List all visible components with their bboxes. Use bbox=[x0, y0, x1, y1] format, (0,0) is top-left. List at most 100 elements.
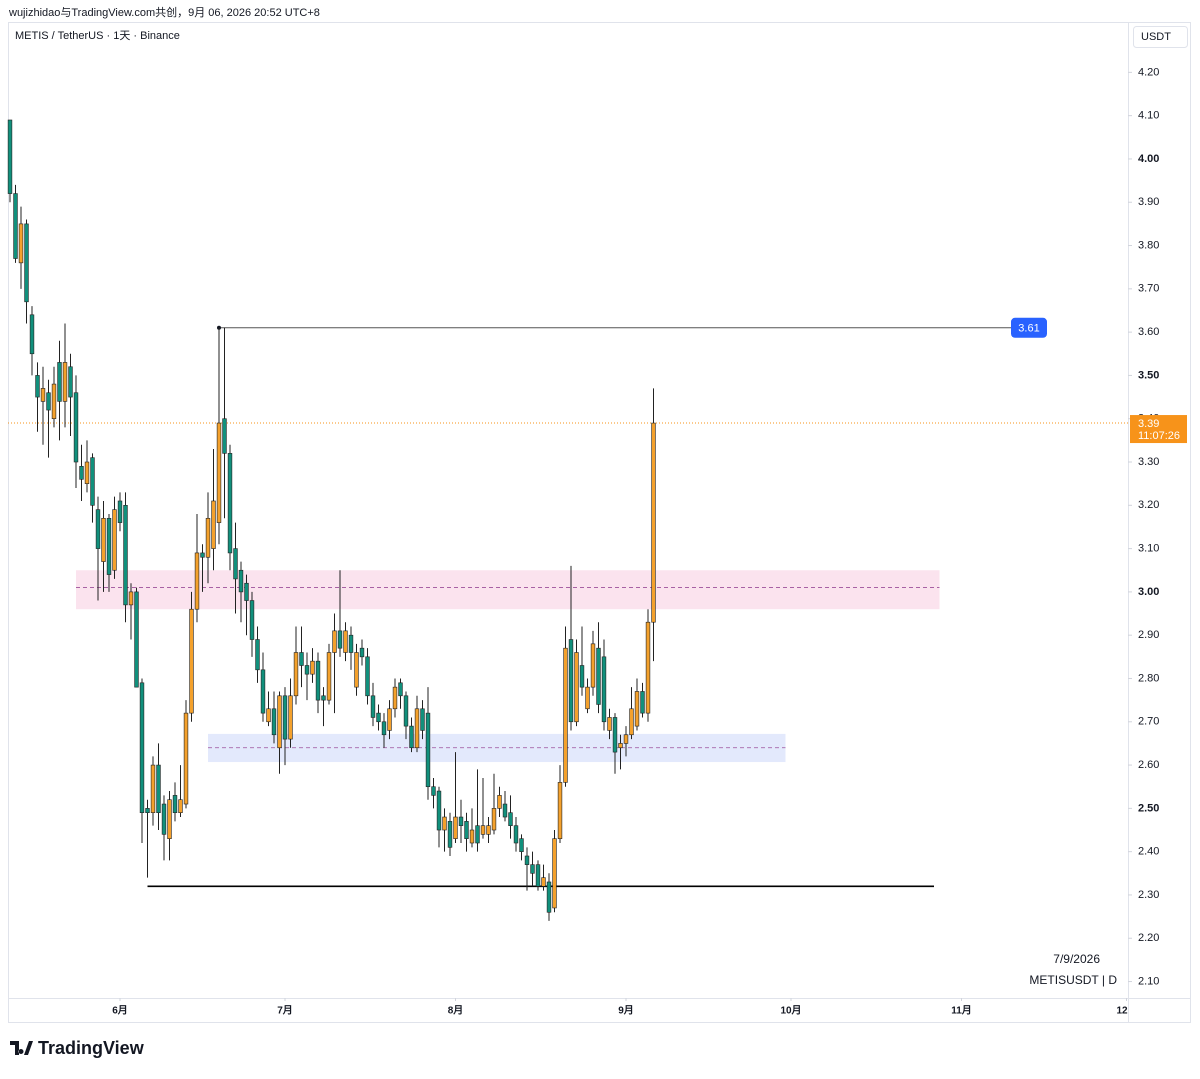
candle-body bbox=[623, 734, 629, 744]
y-tick-label: 3.60 bbox=[1138, 326, 1159, 338]
candle-body bbox=[260, 669, 266, 714]
candle-body bbox=[95, 509, 101, 549]
countdown-label: 11:07:26 bbox=[1138, 430, 1180, 442]
candle-body bbox=[293, 652, 299, 697]
candle-body bbox=[321, 695, 326, 701]
x-tick-label: 7月 bbox=[277, 1005, 293, 1017]
logo-text: TradingView bbox=[38, 1038, 145, 1058]
candle-body bbox=[403, 695, 409, 727]
candle-body bbox=[414, 708, 420, 749]
candle-body bbox=[387, 708, 392, 731]
candle-body bbox=[288, 695, 293, 740]
candle-body bbox=[601, 656, 607, 723]
price-level-badge bbox=[1011, 317, 1047, 338]
chart-frame bbox=[8, 22, 1191, 1023]
candle-body bbox=[563, 647, 568, 783]
y-tick-label: 2.50 bbox=[1138, 802, 1159, 814]
candle-body bbox=[343, 630, 348, 653]
candle-body bbox=[381, 721, 387, 736]
candle-body bbox=[645, 621, 651, 714]
date-stamp: 7/9/2026 bbox=[1053, 952, 1100, 966]
candle-body bbox=[178, 799, 183, 813]
candle-body bbox=[24, 223, 29, 303]
y-tick-label: 3.00 bbox=[1138, 586, 1159, 598]
candle-body bbox=[557, 782, 563, 839]
candle-body bbox=[244, 582, 249, 601]
x-tick-label: 10月 bbox=[780, 1005, 801, 1017]
candle-body bbox=[57, 362, 62, 402]
unit-label: USDT bbox=[1141, 31, 1171, 43]
candle-body bbox=[282, 695, 288, 740]
candle-body bbox=[365, 656, 370, 697]
symbol-title: METIS / TetherUS · 1天 · Binance bbox=[15, 30, 180, 42]
candle-body bbox=[651, 422, 656, 623]
x-tick-label: 9月 bbox=[618, 1005, 634, 1017]
candle-body bbox=[552, 838, 557, 909]
candle-body bbox=[73, 392, 79, 463]
candle-body bbox=[431, 786, 436, 796]
candle-body bbox=[590, 643, 596, 688]
zone bbox=[76, 570, 940, 610]
y-tick-label: 2.90 bbox=[1138, 629, 1159, 641]
price-level-label: 3.61 bbox=[1018, 323, 1039, 335]
candle-body bbox=[62, 362, 68, 402]
candle-body bbox=[585, 686, 590, 710]
candle-body bbox=[519, 838, 524, 852]
y-tick-label: 4.20 bbox=[1138, 66, 1159, 78]
candle-body bbox=[425, 712, 431, 788]
candle-body bbox=[211, 500, 216, 549]
candle-body bbox=[222, 418, 227, 454]
candle-body bbox=[233, 548, 238, 580]
candle-body bbox=[469, 829, 475, 844]
candle-body bbox=[491, 808, 497, 831]
candle-body bbox=[167, 799, 172, 839]
candle-body bbox=[458, 816, 464, 826]
candle-body bbox=[568, 639, 574, 723]
y-tick-label: 2.60 bbox=[1138, 759, 1159, 771]
candle-body bbox=[255, 639, 260, 671]
last-price-badge bbox=[1130, 415, 1187, 444]
y-tick-label: 3.30 bbox=[1138, 456, 1159, 468]
candle-body bbox=[101, 517, 106, 562]
candle-body bbox=[106, 517, 112, 575]
candle-body bbox=[112, 509, 117, 571]
candle-body bbox=[161, 803, 167, 835]
candle-body bbox=[200, 552, 205, 558]
candle-body bbox=[205, 517, 211, 558]
y-tick-label: 3.20 bbox=[1138, 499, 1159, 511]
candle-body bbox=[156, 764, 161, 813]
candle-body bbox=[117, 500, 123, 523]
candle-body bbox=[618, 743, 623, 749]
candle-body bbox=[508, 812, 513, 826]
y-tick-label: 3.70 bbox=[1138, 283, 1159, 295]
candle-body bbox=[370, 695, 376, 718]
candle-body bbox=[354, 652, 359, 688]
candle-body bbox=[299, 652, 304, 666]
candle-body bbox=[194, 552, 200, 610]
candle-body bbox=[392, 686, 398, 710]
axes: 2.10 2.20 2.30 2.40 2.50 2.60 2.70 2.80 2.90 3.00… bbox=[112, 66, 1187, 1017]
candle-body bbox=[359, 647, 365, 658]
candle-body bbox=[13, 193, 18, 259]
candle-body bbox=[68, 366, 73, 398]
candle-body bbox=[310, 660, 315, 675]
logo-icon bbox=[10, 1041, 33, 1055]
x-tick-label: 6月 bbox=[112, 1005, 128, 1017]
candle-body bbox=[535, 864, 541, 887]
candle-body bbox=[7, 119, 13, 194]
symbol-label: METISUSDT | D bbox=[1029, 973, 1117, 987]
candle-body bbox=[123, 505, 128, 606]
candle-body bbox=[271, 708, 277, 736]
y-tick-label: 3.50 bbox=[1138, 369, 1159, 381]
y-tick-label: 2.80 bbox=[1138, 672, 1159, 684]
y-tick-label: 2.10 bbox=[1138, 975, 1159, 987]
candle-body bbox=[464, 821, 469, 839]
candle-body bbox=[376, 712, 381, 723]
candle-body bbox=[29, 314, 35, 355]
x-tick-label: 11月 bbox=[951, 1005, 972, 1017]
candle-body bbox=[579, 665, 585, 688]
candle-body bbox=[216, 422, 222, 523]
header-caption: wujizhidao与TradingView.com共创，9月 06, 2026… bbox=[8, 6, 320, 19]
